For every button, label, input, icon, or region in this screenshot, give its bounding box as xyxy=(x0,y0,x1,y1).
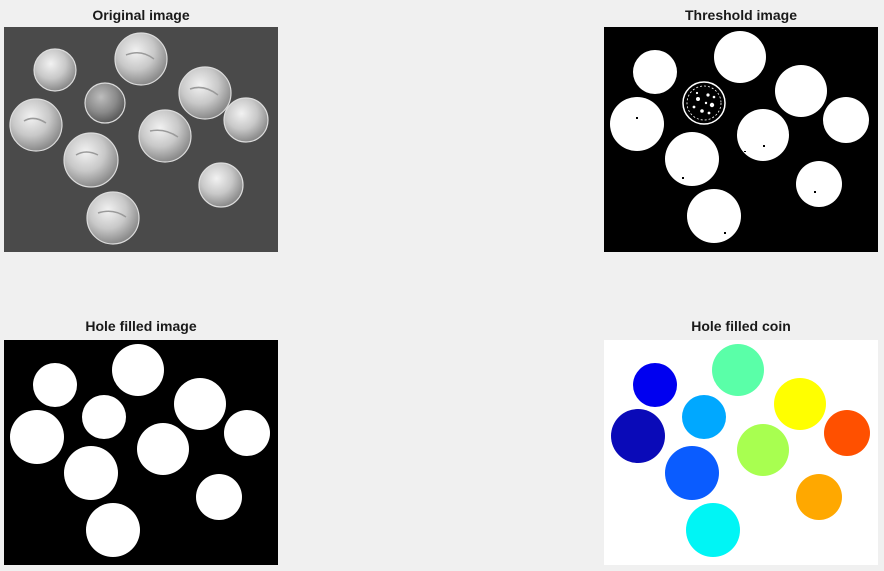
labeled-coin xyxy=(611,409,665,463)
photo-coin xyxy=(114,32,168,86)
panel-labeled: Hole filled coin xyxy=(604,311,878,571)
labeled-coin xyxy=(737,424,789,476)
panel-title-labeled: Hole filled coin xyxy=(691,318,791,334)
photo-coin xyxy=(63,132,119,188)
photo-coin xyxy=(223,97,269,143)
threshold-coin xyxy=(796,161,842,207)
threshold-coin xyxy=(665,132,719,186)
labeled-coin xyxy=(712,344,764,396)
holefilled-image-canvas xyxy=(4,340,278,565)
labeled-image-canvas xyxy=(604,340,878,565)
photo-coin-details xyxy=(23,52,219,218)
threshold-coin xyxy=(775,65,827,117)
labeled-coin xyxy=(824,410,870,456)
holefilled-coin xyxy=(82,395,126,439)
photo-coin xyxy=(198,162,244,208)
holefilled-coin xyxy=(224,410,270,456)
threshold-coin xyxy=(687,189,741,243)
original-image xyxy=(4,27,278,252)
photo-coin xyxy=(138,109,192,163)
threshold-coins xyxy=(610,31,869,243)
threshold-image xyxy=(604,27,878,252)
labeled-coin xyxy=(665,446,719,500)
panel-title-original: Original image xyxy=(92,7,190,23)
labeled-coins xyxy=(611,344,870,557)
labeled-coin xyxy=(686,503,740,557)
panel-title-threshold: Threshold image xyxy=(684,7,798,23)
photo-coin xyxy=(86,191,140,245)
holefilled-image xyxy=(4,340,278,565)
panel-threshold: Threshold image xyxy=(604,0,878,260)
holefilled-coin xyxy=(64,446,118,500)
holefilled-coin xyxy=(196,474,242,520)
photo-coin xyxy=(9,98,63,152)
threshold-image-canvas xyxy=(604,27,878,252)
holefilled-coin xyxy=(137,423,189,475)
holefilled-coin xyxy=(174,378,226,430)
threshold-coin xyxy=(610,97,664,151)
threshold-noise xyxy=(636,117,816,234)
threshold-coin xyxy=(823,97,869,143)
threshold-hollow-coin xyxy=(682,81,726,125)
panel-holefilled: Hole filled image xyxy=(4,311,278,571)
threshold-coin xyxy=(714,31,766,83)
panel-title-holefilled: Hole filled image xyxy=(85,318,197,334)
holefilled-coin xyxy=(86,503,140,557)
labeled-coin xyxy=(633,363,677,407)
holefilled-coin xyxy=(112,344,164,396)
holefilled-coin xyxy=(10,410,64,464)
photo-coin xyxy=(84,82,126,124)
labeled-coin xyxy=(796,474,842,520)
photo-coin xyxy=(178,66,232,120)
holefilled-coin xyxy=(33,363,77,407)
photo-coins xyxy=(9,32,269,245)
original-image-canvas xyxy=(4,27,278,252)
threshold-coin xyxy=(737,109,789,161)
labeled-coin xyxy=(774,378,826,430)
panel-original: Original image xyxy=(4,0,278,260)
labeled-image xyxy=(604,340,878,565)
threshold-coin xyxy=(633,50,677,94)
labeled-coin xyxy=(682,395,726,439)
holefilled-coins xyxy=(10,344,270,557)
photo-coin xyxy=(33,48,77,92)
